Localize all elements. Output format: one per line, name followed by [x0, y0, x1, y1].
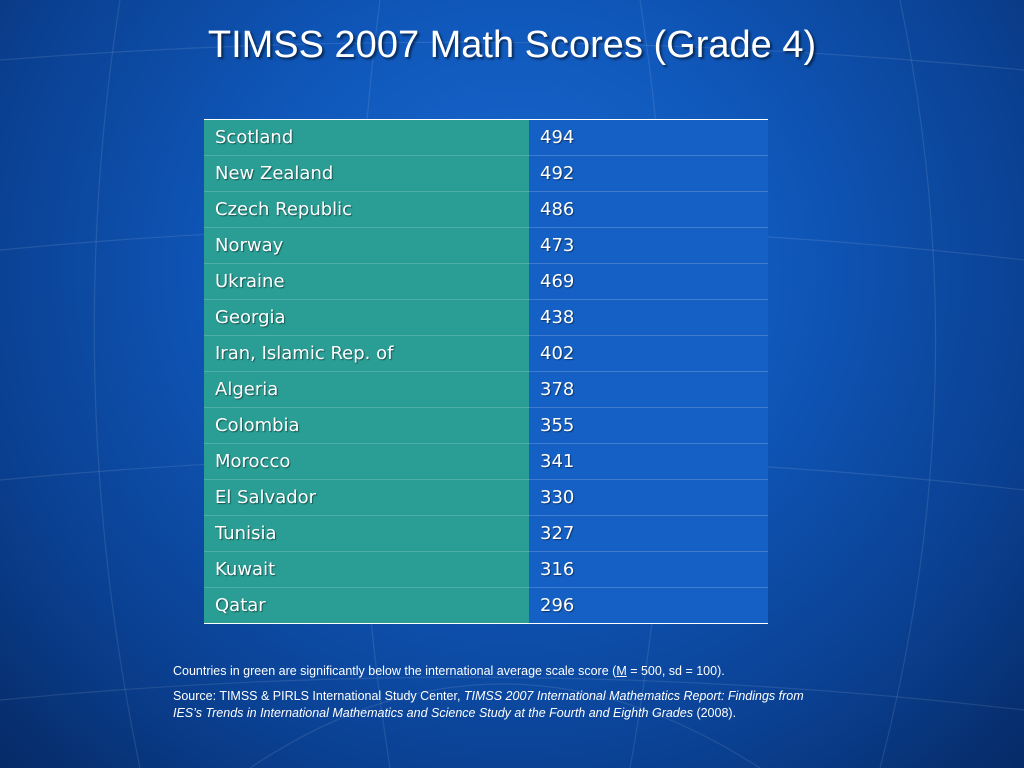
country-cell: Colombia [204, 407, 529, 444]
score-cell: 469 [529, 263, 768, 300]
score-cell: 492 [529, 155, 768, 192]
table-row: Ukraine 469 [204, 263, 768, 300]
scores-table: Scotland 494 New Zealand 492 Czech Republic 4… [204, 119, 768, 624]
country-cell: New Zealand [204, 155, 529, 192]
score-cell: 486 [529, 191, 768, 228]
slide-title: TIMSS 2007 Math Scores (Grade 4) [207, 24, 817, 66]
score-cell: 473 [529, 227, 768, 264]
score-cell: 327 [529, 515, 768, 552]
score-cell: 402 [529, 335, 768, 372]
country-cell: Scotland [204, 119, 529, 156]
country-cell: Qatar [204, 587, 529, 624]
table-row: Colombia 355 [204, 407, 768, 444]
table-row: Tunisia 327 [204, 515, 768, 552]
score-cell: 355 [529, 407, 768, 444]
country-cell: Czech Republic [204, 191, 529, 228]
table-row: Georgia 438 [204, 299, 768, 336]
score-cell: 341 [529, 443, 768, 480]
note-text-start: Countries in green are significantly bel… [173, 664, 617, 678]
country-cell: Kuwait [204, 551, 529, 588]
table-row: Iran, Islamic Rep. of 402 [204, 335, 768, 372]
country-cell: El Salvador [204, 479, 529, 516]
country-cell: Norway [204, 227, 529, 264]
country-cell: Algeria [204, 371, 529, 408]
source-year: (2008). [692, 706, 737, 720]
score-cell: 378 [529, 371, 768, 408]
table-row: Scotland 494 [204, 119, 768, 156]
country-cell: Georgia [204, 299, 529, 336]
country-cell: Iran, Islamic Rep. of [204, 335, 529, 372]
score-cell: 494 [529, 119, 768, 156]
country-cell: Tunisia [204, 515, 529, 552]
source-report-title: TIMSS 2007 International Mathematics Rep… [173, 689, 804, 720]
score-cell: 296 [529, 587, 768, 624]
table-row: Morocco 341 [204, 443, 768, 480]
country-cell: Morocco [204, 443, 529, 480]
table-row: El Salvador 330 [204, 479, 768, 516]
note-mean-symbol: M [616, 664, 627, 678]
source-citation: Source: TIMSS & PIRLS International Stud… [173, 688, 823, 722]
note-text-end: = 500, sd = 100). [626, 664, 725, 678]
table-row: New Zealand 492 [204, 155, 768, 192]
source-prefix: Source: TIMSS & PIRLS International Stud… [173, 689, 464, 703]
score-cell: 438 [529, 299, 768, 336]
significance-note: Countries in green are significantly bel… [173, 663, 823, 680]
score-cell: 330 [529, 479, 768, 516]
table-row: Norway 473 [204, 227, 768, 264]
table-row: Qatar 296 [204, 587, 768, 624]
table-row: Czech Republic 486 [204, 191, 768, 228]
country-cell: Ukraine [204, 263, 529, 300]
score-cell: 316 [529, 551, 768, 588]
table-row: Algeria 378 [204, 371, 768, 408]
table-row: Kuwait 316 [204, 551, 768, 588]
